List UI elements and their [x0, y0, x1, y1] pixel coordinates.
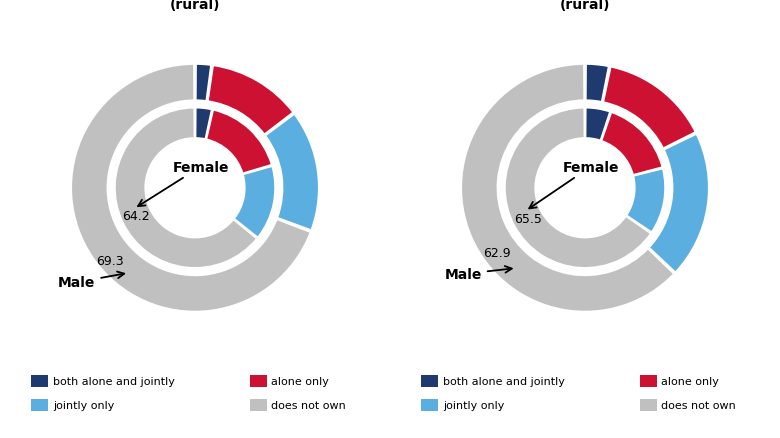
Wedge shape	[196, 65, 211, 102]
Text: Male: Male	[58, 272, 124, 290]
Text: Female: Female	[138, 160, 229, 207]
Text: Male: Male	[445, 266, 512, 281]
Wedge shape	[601, 113, 663, 176]
Text: 64.2: 64.2	[122, 210, 151, 223]
Wedge shape	[461, 65, 674, 312]
Text: Female: Female	[529, 160, 619, 209]
Wedge shape	[195, 108, 212, 140]
Wedge shape	[206, 110, 272, 174]
Title: Land ownership, population 15-49
(rural): Land ownership, population 15-49 (rural)	[451, 0, 719, 12]
Text: does not own: does not own	[661, 400, 736, 410]
Text: both alone and jointly: both alone and jointly	[443, 376, 565, 386]
Wedge shape	[234, 166, 275, 238]
Wedge shape	[115, 108, 257, 268]
Wedge shape	[207, 66, 293, 135]
Text: 62.9: 62.9	[483, 247, 510, 260]
Wedge shape	[585, 108, 610, 141]
Title: Housing ownership, population 15-49
(rural): Housing ownership, population 15-49 (rur…	[48, 0, 342, 12]
Wedge shape	[505, 108, 651, 268]
Text: both alone and jointly: both alone and jointly	[53, 376, 175, 386]
Text: jointly only: jointly only	[443, 400, 505, 410]
Wedge shape	[71, 65, 310, 312]
Wedge shape	[603, 67, 696, 149]
Text: jointly only: jointly only	[53, 400, 115, 410]
Text: 65.5: 65.5	[514, 212, 541, 225]
Wedge shape	[626, 169, 665, 233]
Wedge shape	[265, 114, 319, 231]
Text: 69.3: 69.3	[96, 255, 124, 268]
Text: alone only: alone only	[661, 376, 719, 386]
Wedge shape	[649, 134, 709, 273]
Text: does not own: does not own	[271, 400, 346, 410]
Text: alone only: alone only	[271, 376, 329, 386]
Wedge shape	[586, 65, 609, 103]
